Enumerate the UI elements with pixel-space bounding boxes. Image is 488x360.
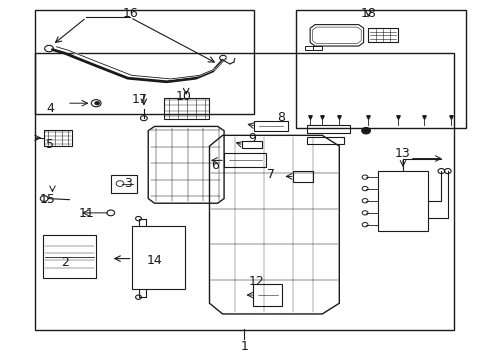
Text: 12: 12: [248, 275, 264, 288]
Text: 5: 5: [46, 138, 54, 151]
Text: 1: 1: [240, 339, 248, 352]
Text: 4: 4: [46, 102, 54, 115]
Text: 10: 10: [175, 90, 191, 103]
Text: 17: 17: [132, 93, 147, 106]
Text: 11: 11: [79, 207, 94, 220]
Text: 15: 15: [40, 193, 56, 206]
Text: 2: 2: [61, 256, 68, 269]
Text: 18: 18: [360, 8, 376, 21]
Circle shape: [95, 102, 100, 105]
Text: 3: 3: [123, 177, 131, 190]
Text: 14: 14: [146, 254, 162, 267]
Text: 9: 9: [247, 132, 255, 145]
Circle shape: [361, 127, 370, 134]
Text: 7: 7: [267, 168, 275, 181]
Text: 13: 13: [394, 147, 409, 160]
Text: 6: 6: [211, 159, 219, 172]
Bar: [44, 130, 72, 146]
Text: 8: 8: [276, 111, 285, 124]
Text: 16: 16: [122, 8, 138, 21]
